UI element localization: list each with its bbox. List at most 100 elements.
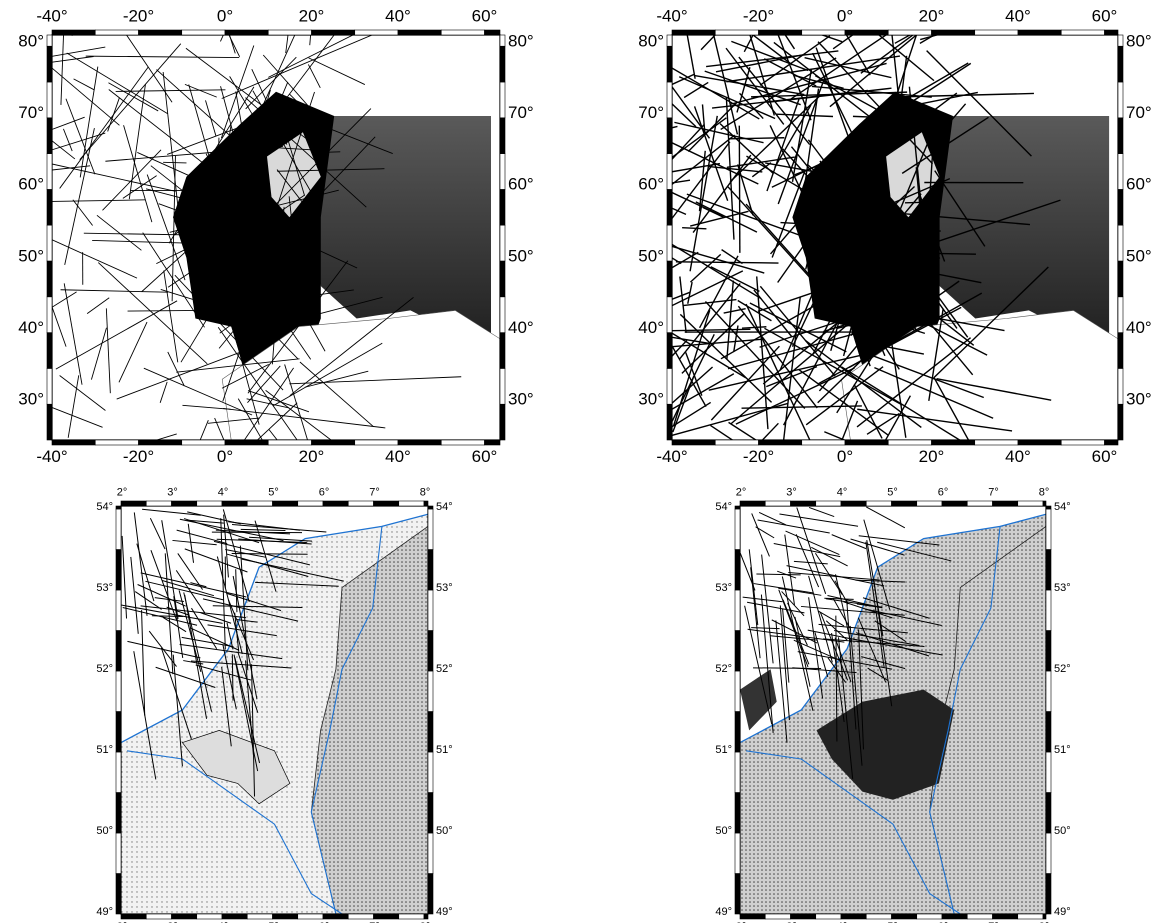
lat-label: 70° (18, 103, 44, 122)
frame-segment (1118, 261, 1123, 297)
ship-track (739, 126, 740, 253)
frame-segment (399, 501, 424, 506)
frame-segment (975, 30, 1018, 35)
lon-label: 20° (299, 447, 325, 466)
lat-label: 80° (18, 31, 44, 50)
lat-label: 60° (18, 175, 44, 194)
frame-segment (428, 506, 433, 509)
frame-segment (1046, 590, 1051, 631)
frame-segment (225, 440, 268, 445)
map-panel: 2°2°3°3°4°4°5°5°6°6°7°7°8°8°49°49°50°50°… (715, 487, 1070, 923)
lon-label: 4° (837, 487, 848, 499)
frame-segment (1046, 631, 1051, 672)
frame-segment (735, 631, 740, 672)
frame-segment (247, 914, 272, 919)
figure: -40°-40°-20°-20°0°0°20°20°40°40°60°60°30… (0, 0, 1163, 923)
frame-segment (791, 501, 816, 506)
lon-label: -20° (743, 7, 774, 26)
frame-segment (182, 440, 225, 445)
seismic-line (232, 654, 233, 701)
frame-segment (500, 333, 505, 369)
frame-segment (667, 368, 672, 404)
frame-segment (802, 30, 845, 35)
lon-label: 5° (887, 487, 898, 499)
frame-segment (139, 30, 182, 35)
frame-segment (845, 440, 888, 445)
map-content (121, 506, 428, 914)
lat-label: 51° (96, 744, 113, 756)
frame-segment (355, 30, 398, 35)
frame-segment (967, 501, 992, 506)
frame-segment (273, 914, 298, 919)
frame-segment (500, 189, 505, 225)
frame-segment (1018, 914, 1043, 919)
frame-segment (1118, 154, 1123, 190)
frame-segment (735, 506, 740, 509)
frame-segment (1118, 333, 1123, 369)
frame-segment (667, 154, 672, 190)
frame-segment (428, 550, 433, 591)
frame-segment (735, 874, 740, 915)
lon-label: 40° (385, 7, 411, 26)
frame-segment (735, 550, 740, 591)
frame-segment (942, 914, 967, 919)
frame-segment (1018, 30, 1061, 35)
frame-segment (1046, 506, 1051, 509)
frame-segment (715, 30, 758, 35)
lat-label: 50° (1126, 246, 1152, 265)
lat-label: 50° (638, 246, 664, 265)
lat-label: 60° (508, 175, 534, 194)
lat-label: 49° (436, 906, 453, 918)
frame-segment (841, 914, 866, 919)
frame-segment (1061, 440, 1104, 445)
frame-segment (1018, 440, 1061, 445)
lon-label: -40° (36, 7, 67, 26)
lon-label: 20° (919, 447, 945, 466)
frame-segment (917, 501, 942, 506)
frame-segment (1018, 501, 1043, 506)
lon-label: 60° (472, 447, 498, 466)
frame-segment (116, 793, 121, 834)
frame-segment (323, 914, 348, 919)
frame-segment (399, 914, 424, 919)
frame-segment (917, 914, 942, 919)
lat-label: 40° (18, 318, 44, 337)
frame-segment (52, 30, 95, 35)
lat-label: 54° (715, 501, 732, 513)
page: -40°-40°-20°-20°0°0°20°20°40°40°60°60°30… (0, 0, 1163, 923)
lat-label: 52° (96, 663, 113, 675)
frame-segment (323, 501, 348, 506)
frame-segment (1046, 550, 1051, 591)
lon-label: 20° (919, 7, 945, 26)
frame-segment (759, 440, 802, 445)
lat-label: 50° (96, 825, 113, 837)
frame-segment (500, 225, 505, 261)
frame-segment (667, 189, 672, 225)
frame-segment (1105, 440, 1119, 445)
frame-segment (182, 30, 225, 35)
lat-label: 54° (436, 501, 453, 513)
frame-segment (116, 506, 121, 509)
frame-segment (139, 440, 182, 445)
lon-label: 40° (1005, 447, 1031, 466)
frame-segment (740, 914, 765, 919)
frame-segment (47, 225, 52, 261)
frame-segment (146, 914, 171, 919)
lat-label: 51° (1054, 744, 1071, 756)
lon-label: 4° (218, 487, 229, 499)
frame-segment (500, 404, 505, 440)
lon-label: 8° (1039, 487, 1050, 499)
frame-segment (841, 501, 866, 506)
frame-segment (802, 440, 845, 445)
lon-label: 2° (736, 487, 747, 499)
frame-segment (312, 30, 355, 35)
lon-label: 3° (786, 487, 797, 499)
frame-segment (735, 712, 740, 753)
lat-label: 51° (715, 744, 732, 756)
frame-segment (247, 501, 272, 506)
frame-segment (816, 501, 841, 506)
lon-label: 8° (420, 487, 431, 499)
frame-segment (1118, 82, 1123, 118)
frame-segment (866, 501, 891, 506)
lat-label: 53° (1054, 582, 1071, 594)
